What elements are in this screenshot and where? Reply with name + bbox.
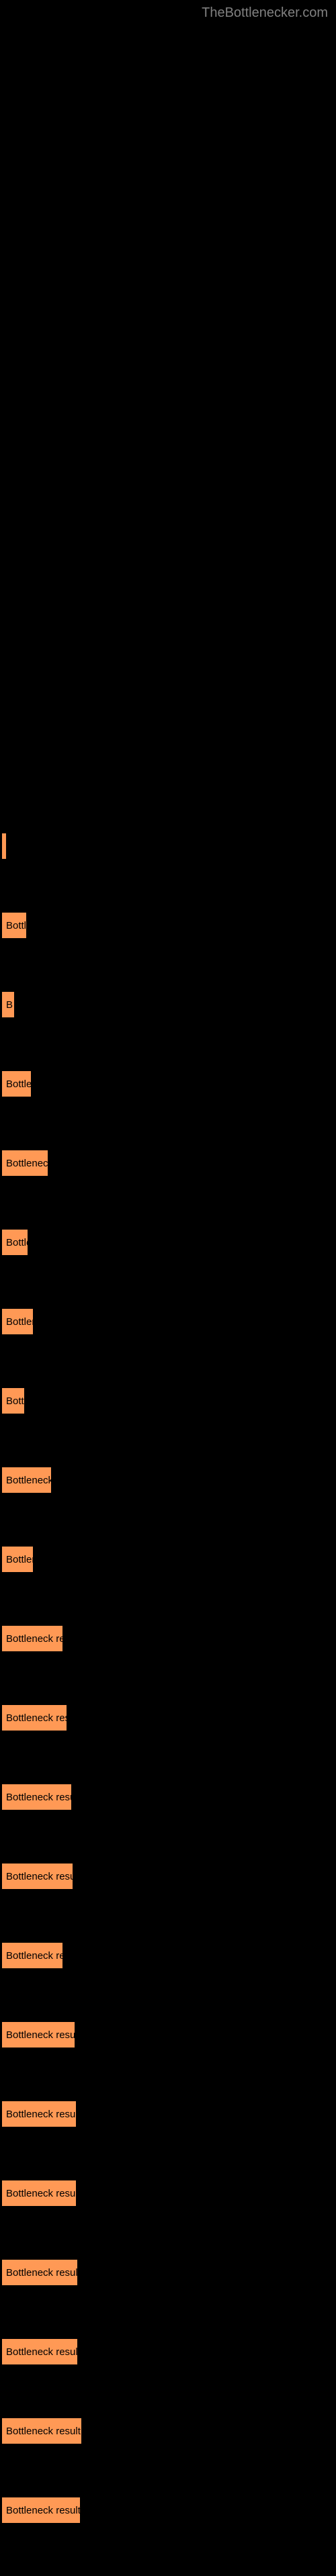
- bar-row: Bottleneck resu: [1, 1625, 336, 1652]
- bar-row: Bottleneck result: [1, 1784, 336, 1810]
- bar-row: Bottleneck result: [1, 1863, 336, 1890]
- bar-row: Bottleneck result: [1, 2021, 336, 2048]
- bar-row: B: [1, 991, 336, 1018]
- bar-row: Bottlen: [1, 1070, 336, 1097]
- bar: Bottleneck res: [1, 1942, 63, 1969]
- bar-label: Bottleneck resu: [6, 1633, 63, 1645]
- bar: Bottleneck result: [1, 2021, 75, 2048]
- bar-chart: Bottle B Bottlen Bottleneck Bottlen Bottlene B…: [0, 0, 336, 2524]
- bar: Bottleneck resu: [1, 1625, 63, 1652]
- bar-row: Bottle: [1, 1387, 336, 1414]
- bar-row: Bottleneck: [1, 1150, 336, 1177]
- bar-row: Bottleneck resul: [1, 1704, 336, 1731]
- bar: Bottlen: [1, 1070, 32, 1097]
- bar-row: Bottleneck result: [1, 2259, 336, 2286]
- bar-label: Bottleneck r: [6, 1475, 52, 1486]
- bar: Bottleneck result: [1, 1784, 72, 1810]
- bar-label: Bottleneck result: [6, 2029, 75, 2041]
- bar-row: Bottlen: [1, 1229, 336, 1256]
- bar-label: Bottlen: [6, 1237, 28, 1248]
- bar-label: Bottleneck resul: [6, 1712, 67, 1724]
- bar-row: Bottleneck result: [1, 2418, 336, 2444]
- bar-label: Bottleneck result: [6, 1871, 73, 1882]
- bar: Bottlene: [1, 1308, 34, 1335]
- bar-label: Bottleneck result: [6, 2505, 81, 2516]
- bar-label: Bottleneck: [6, 1158, 48, 1169]
- bar-row: Bottlene: [1, 1308, 336, 1335]
- bar: Bottleneck result: [1, 2180, 77, 2207]
- bar-label: Bottleneck result: [6, 2267, 78, 2279]
- bar-row: Bottle: [1, 912, 336, 939]
- bar-label: Bottleneck result: [6, 1792, 72, 1803]
- watermark-text: TheBottlenecker.com: [202, 5, 328, 21]
- bar: Bottleneck resul: [1, 1704, 67, 1731]
- bar-row: Bottleneck res: [1, 1942, 336, 1969]
- bar: Bottleneck result: [1, 2497, 81, 2524]
- bar-row: [1, 833, 336, 860]
- bar-label: Bottle: [6, 920, 27, 931]
- bar-row: Bottleneck result: [1, 2180, 336, 2207]
- bar: Bottleneck result: [1, 2101, 77, 2127]
- bar-label: Bottle: [6, 1395, 25, 1407]
- bar-row: Bottleneck result: [1, 2101, 336, 2127]
- bar-label: Bottleneck res: [6, 1950, 63, 1962]
- bar: Bottle: [1, 1387, 25, 1414]
- bar-row: Bottleneck result: [1, 2338, 336, 2365]
- bar-label: Bottlen: [6, 1078, 32, 1090]
- bar: Bottleneck result: [1, 2418, 82, 2444]
- bar-row: Bottleneck r: [1, 1467, 336, 1493]
- bar: Bottleneck result: [1, 2338, 78, 2365]
- bar-label: B: [6, 999, 13, 1011]
- bar-label: Bottleneck result: [6, 2109, 77, 2120]
- bar-label: Bottleneck result: [6, 2188, 77, 2199]
- bar-row: Bottleneck result: [1, 2497, 336, 2524]
- bar: Bottleneck: [1, 1150, 48, 1177]
- bar-row: Bottlene: [1, 1546, 336, 1573]
- bar: B: [1, 991, 15, 1018]
- bar-label: Bottlene: [6, 1554, 34, 1565]
- bar: [1, 833, 7, 860]
- bar: Bottleneck r: [1, 1467, 52, 1493]
- bar: Bottle: [1, 912, 27, 939]
- bar: Bottlen: [1, 1229, 28, 1256]
- bar-label: Bottlene: [6, 1316, 34, 1328]
- bar: Bottlene: [1, 1546, 34, 1573]
- bar-label: Bottleneck result: [6, 2426, 81, 2437]
- bar: Bottleneck result: [1, 2259, 78, 2286]
- bar: Bottleneck result: [1, 1863, 73, 1890]
- bar-label: Bottleneck result: [6, 2346, 78, 2358]
